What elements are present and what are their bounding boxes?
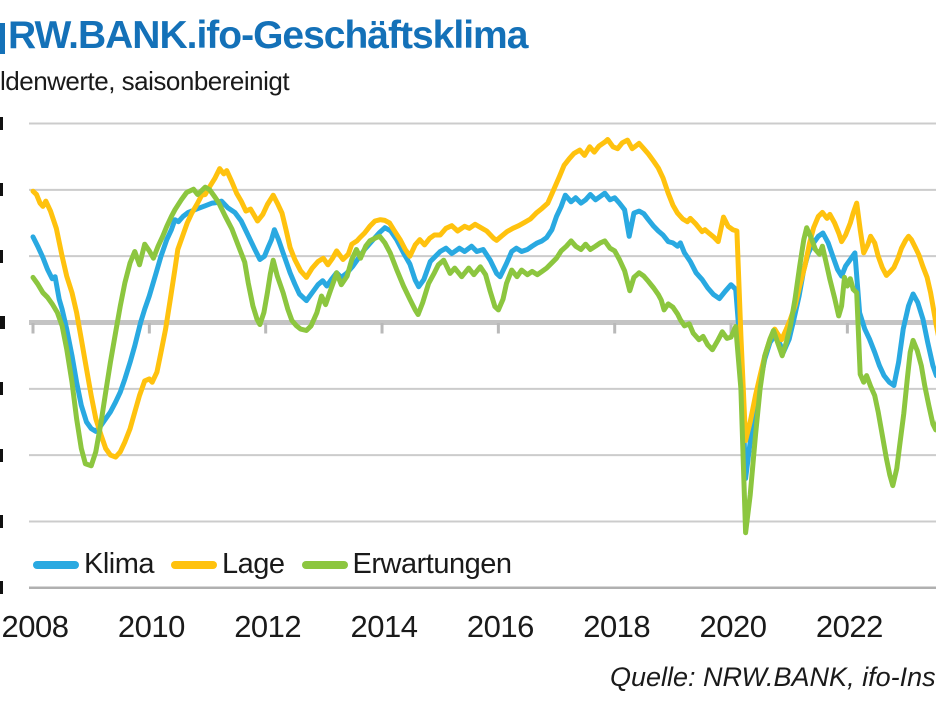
page-subtitle: ldenwerte, saisonbereinigt — [0, 66, 290, 96]
x-axis-label: 2018 — [583, 609, 650, 644]
legend-label-klima: Klima — [84, 548, 155, 580]
legend-item-lage: Lage — [171, 548, 285, 581]
y-axis-label-fragment — [0, 449, 3, 462]
source-caption: Quelle: NRW.BANK, ifo-Insti — [610, 662, 936, 692]
legend-item-klima: Klima — [33, 548, 155, 581]
x-axis-label: 2014 — [351, 609, 418, 644]
lage-line-swatch — [171, 560, 218, 569]
legend-label-erwartungen: Erwartungen — [352, 548, 512, 580]
series-line-erwartungen — [30, 184, 936, 536]
klima-line-swatch — [33, 560, 79, 569]
y-axis-label-fragment — [0, 117, 3, 130]
x-axis-label: 2022 — [816, 609, 883, 644]
legend-item-erwartungen: Erwartungen — [301, 548, 512, 581]
x-axis-label: 2016 — [467, 609, 534, 644]
x-axis-label: 2012 — [234, 609, 301, 644]
y-axis-label-fragment — [0, 382, 3, 395]
x-axis-label: 2020 — [700, 609, 767, 644]
y-axis-label-fragment — [0, 581, 3, 594]
series-line-lage — [30, 137, 936, 460]
y-axis-label-fragment — [0, 316, 5, 329]
page-title: RW.BANK.ifo-Geschäftsklima — [8, 14, 528, 57]
series-line-klima — [30, 190, 936, 481]
x-axis-label: 2010 — [118, 609, 185, 644]
legend-label-lage: Lage — [222, 548, 285, 580]
chart-legend: Klima Lage Erwartungen — [33, 548, 512, 581]
title-cut-letter-fragment — [0, 23, 5, 54]
y-axis-label-fragment — [0, 250, 3, 263]
y-axis-label-fragment — [0, 183, 3, 196]
x-axis-label: 2008 — [2, 609, 69, 644]
y-axis-label-fragment — [0, 515, 3, 528]
erwartungen-line-swatch — [301, 560, 348, 569]
